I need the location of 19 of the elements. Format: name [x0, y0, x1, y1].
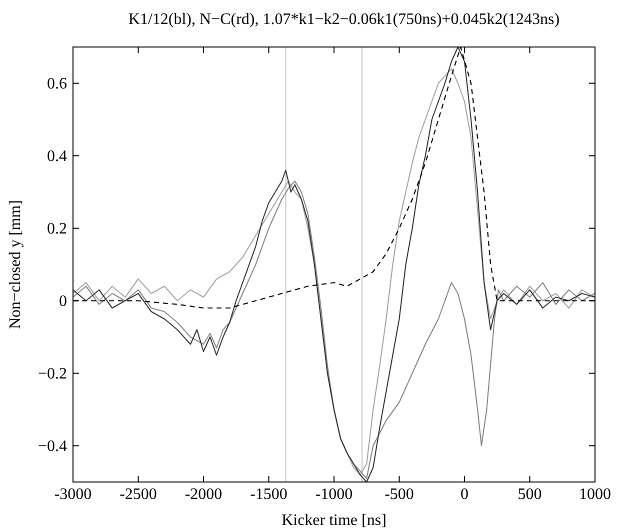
x-tick-label: -500 [384, 486, 414, 503]
chart-title: K1/12(bl), N−C(rd), 1.07*k1−k2−0.06k1(750ns)+0.045k2(1243ns) [128, 11, 560, 28]
x-tick-label: 500 [518, 486, 542, 503]
y-tick-label: 0.2 [47, 220, 67, 238]
y-tick-label: 0.6 [47, 75, 67, 92]
x-tick-label: -2500 [120, 486, 157, 503]
y-tick-label: 0 [59, 292, 67, 310]
y-tick-label: 0.4 [47, 148, 67, 165]
y-tick-label: −0.2 [38, 365, 67, 382]
y-axis-title: Non−closed y [mm] [7, 200, 24, 329]
y-tick-label: −0.4 [38, 438, 67, 455]
x-axis-title: Kicker time [ns] [282, 512, 386, 529]
x-tick-label: -1000 [315, 486, 353, 503]
x-tick-label: -1500 [250, 486, 288, 503]
x-tick-label: 1000 [579, 486, 611, 503]
x-tick-label: -2000 [184, 486, 222, 503]
x-tick-label: 0 [460, 486, 468, 503]
x-tick-label: -3000 [54, 486, 92, 503]
line-series [73, 180, 595, 479]
